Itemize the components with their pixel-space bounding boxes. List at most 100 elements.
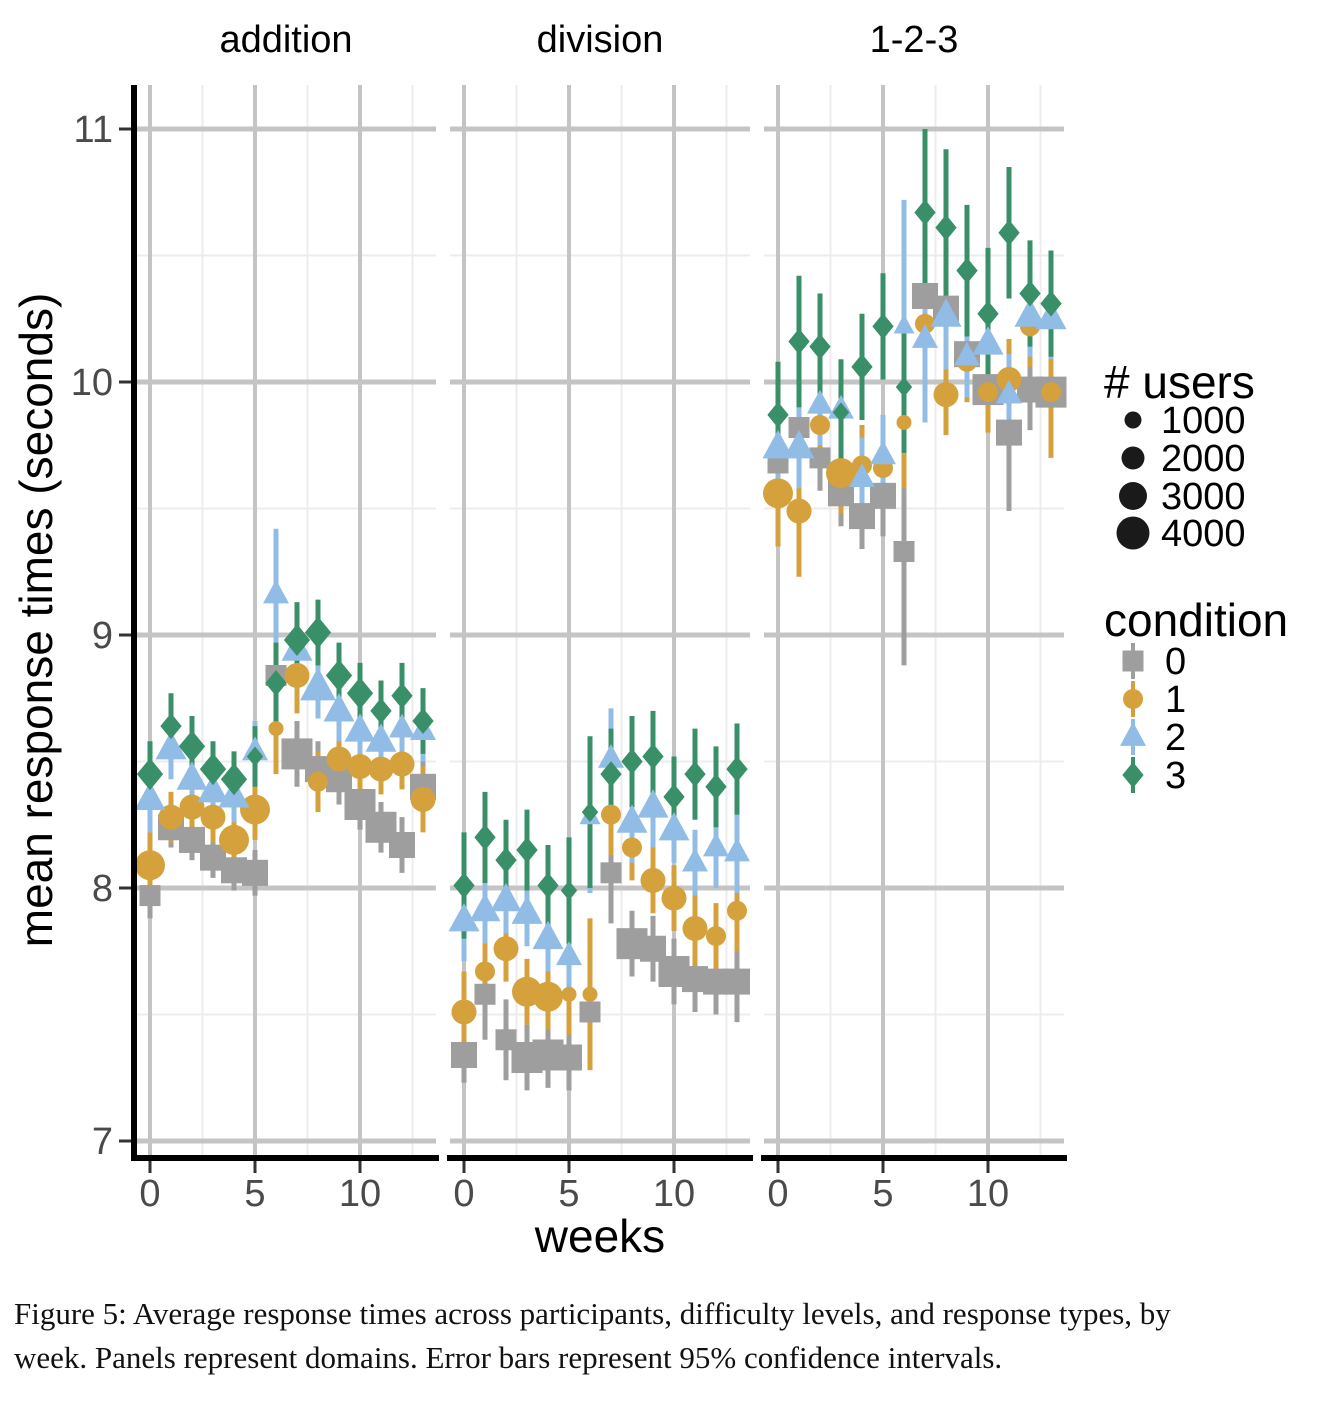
data-point (158, 804, 184, 830)
series-condition-3 (136, 616, 434, 796)
data-point (682, 847, 708, 872)
data-point (139, 885, 161, 907)
chart-figure: 0 5 10 addition 0 5 10 division 0 5 10 1-2-3 7 8 9 10 11… (10, 19, 1288, 1262)
data-point (1040, 290, 1062, 317)
caption-line-2: week. Panels represent domains. Error ba… (14, 1340, 1003, 1375)
data-point (912, 324, 938, 348)
data-point (786, 498, 812, 524)
data-point (263, 579, 289, 604)
data-point (453, 872, 475, 899)
data-point (556, 941, 582, 966)
y-tick-label: 8 (92, 868, 113, 910)
x-tick-label: 5 (558, 1173, 579, 1215)
data-point (893, 541, 915, 563)
facet-title-division: division (537, 19, 664, 61)
data-point (826, 458, 856, 489)
series-condition-1 (451, 804, 747, 1025)
data-point (870, 440, 896, 465)
data-point (448, 903, 480, 932)
x-tick-label: 0 (767, 1173, 788, 1215)
data-point (809, 333, 831, 360)
data-point (135, 850, 165, 881)
data-point (849, 463, 875, 487)
data-point (642, 743, 664, 770)
data-point (200, 804, 226, 830)
series-condition-2 (762, 298, 1067, 487)
data-point (412, 708, 434, 735)
data-point (661, 885, 687, 911)
series-condition-0 (139, 664, 436, 907)
data-point (197, 774, 229, 803)
data-point (347, 754, 373, 780)
data-point (560, 880, 578, 901)
major-gridlines (136, 85, 436, 1158)
data-point (561, 986, 577, 1002)
y-tick-label: 9 (92, 615, 113, 657)
legend-condition-key-diamond (1122, 762, 1144, 788)
y-axis: 7 8 9 10 11 mean response times (seconds) (10, 85, 137, 1163)
legend-condition-label: 0 (1165, 641, 1186, 683)
data-point (283, 624, 311, 657)
data-point (134, 781, 166, 810)
data-point (365, 723, 397, 752)
data-point (622, 837, 642, 858)
legend-users-title: # users (1104, 356, 1255, 408)
x-tick-label: 5 (872, 1173, 893, 1215)
data-point (556, 1044, 582, 1071)
data-point (601, 804, 621, 825)
data-point (978, 382, 998, 403)
data-point (706, 926, 726, 947)
legend-condition-key-circle (1123, 689, 1143, 709)
data-point (304, 616, 332, 649)
y-tick-label: 10 (71, 362, 113, 404)
data-point (896, 414, 912, 430)
legend-condition-label: 2 (1165, 717, 1186, 759)
data-point (370, 697, 392, 724)
data-point (600, 862, 622, 884)
data-point (724, 837, 750, 862)
data-point (179, 794, 205, 820)
data-point (762, 429, 794, 459)
data-point (469, 892, 501, 922)
legend-users-key-circle (1116, 516, 1150, 550)
data-point (832, 402, 850, 423)
legend-users-key-circle (1119, 482, 1147, 510)
data-point (807, 389, 833, 414)
data-point (389, 751, 415, 777)
data-point (684, 761, 706, 788)
data-point (783, 429, 815, 459)
data-point (368, 756, 394, 782)
data-point (308, 771, 328, 792)
data-point (532, 920, 564, 950)
legend-users-label: 4000 (1161, 513, 1246, 555)
data-point (658, 811, 690, 841)
data-point (474, 983, 496, 1005)
data-point (155, 731, 187, 760)
data-point (389, 831, 415, 858)
data-point (640, 867, 666, 893)
data-point (930, 298, 962, 327)
data-point (495, 847, 517, 874)
data-point (972, 326, 1004, 355)
data-point (872, 313, 894, 340)
series-condition-1 (135, 662, 436, 881)
data-point (956, 257, 978, 284)
data-point (199, 753, 227, 786)
data-point (1041, 382, 1061, 403)
legend-condition-key-triangle (1120, 722, 1146, 746)
data-point (475, 961, 495, 982)
facet-title-1-2-3: 1-2-3 (870, 19, 959, 61)
data-point (391, 682, 413, 709)
data-point (265, 670, 287, 697)
data-point (598, 744, 624, 768)
minor-gridlines (136, 85, 436, 1158)
series-condition-3 (767, 199, 1062, 428)
data-point (178, 730, 206, 763)
data-point (1019, 280, 1041, 307)
y-tick-label: 7 (92, 1121, 113, 1163)
data-point (219, 824, 249, 855)
data-point (451, 1041, 477, 1068)
